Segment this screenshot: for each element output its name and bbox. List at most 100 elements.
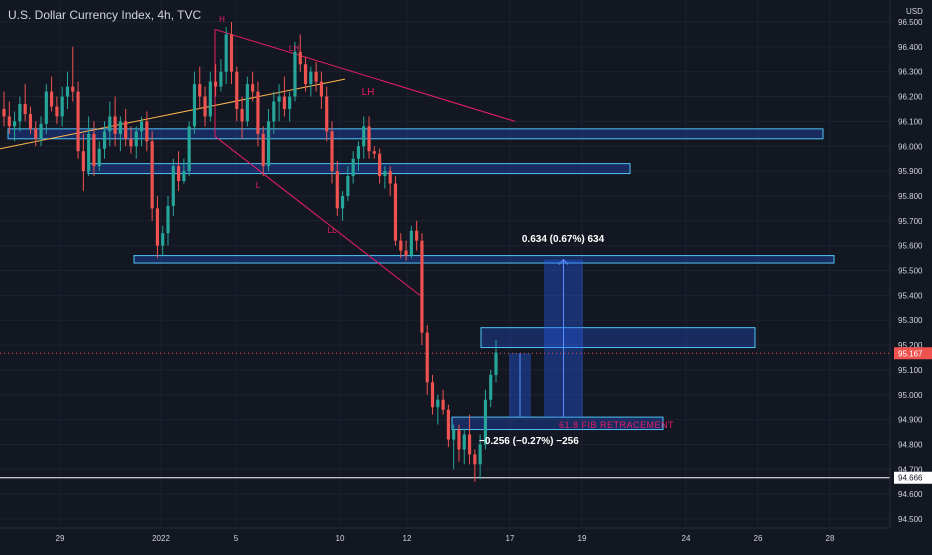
candle-body	[425, 332, 429, 383]
time-axis-tick: 12	[403, 534, 412, 543]
time-axis-tick: 19	[578, 534, 587, 543]
candle-body	[420, 240, 424, 333]
candle-body	[108, 116, 112, 132]
fib-retracement-label: 61.8 FIB RETRACEMENT	[559, 420, 674, 430]
candle-body	[309, 71, 313, 85]
candle-body	[351, 158, 355, 177]
candle-body	[335, 171, 339, 209]
candle-body	[293, 51, 297, 97]
price-axis-tick: 95.700	[898, 217, 923, 226]
candle-body	[39, 123, 43, 139]
price-axis-tick: 95.300	[898, 316, 923, 325]
candle-body	[124, 121, 128, 139]
candle-body	[282, 96, 286, 109]
candle-body	[362, 126, 366, 147]
time-axis-tick: 5	[234, 534, 239, 543]
candle-body	[12, 121, 17, 127]
candle-body	[2, 108, 6, 117]
candle-body	[60, 96, 64, 117]
zone-rect	[451, 416, 664, 431]
zone-rect	[133, 255, 835, 264]
candle-body	[399, 240, 403, 251]
candle-body	[404, 250, 408, 256]
swing-label: LH	[289, 44, 299, 53]
price-axis-bg	[890, 0, 932, 550]
candle-body	[319, 81, 324, 97]
swing-label: LH	[362, 87, 375, 98]
price-axis-tick: 95.400	[898, 291, 923, 300]
candle-body	[436, 399, 440, 408]
candle-body	[50, 91, 54, 107]
candle-body	[76, 91, 80, 152]
candle-body	[102, 131, 107, 149]
candle-body	[187, 126, 191, 172]
candle-body	[71, 86, 75, 92]
candle-body	[171, 166, 175, 206]
measure-up-label: 0.634 (0.67%) 634	[522, 234, 605, 245]
candle-body	[166, 205, 170, 234]
candle-body	[203, 96, 207, 117]
candle-body	[325, 96, 329, 132]
price-axis-tick: 96.100	[898, 117, 923, 126]
grid-layer	[0, 0, 890, 528]
candle-body	[198, 84, 202, 97]
candle-body	[150, 141, 154, 209]
price-axis-tick: 95.600	[898, 242, 923, 251]
candle-body	[441, 399, 445, 410]
candle-body	[330, 131, 334, 172]
zone-rect	[87, 163, 631, 175]
candle-body	[87, 133, 91, 172]
candle-body	[113, 116, 117, 134]
time-axis-tick: 10	[336, 534, 345, 543]
swing-label: L	[256, 181, 261, 190]
candle-body	[129, 138, 133, 147]
current-price-label: 95.167	[898, 349, 923, 358]
time-axis-tick: 2022	[152, 534, 170, 543]
candle-body	[145, 121, 149, 142]
candle-body	[383, 171, 387, 177]
time-axis-tick: 26	[754, 534, 763, 543]
candle-body	[55, 106, 59, 117]
price-axis-tick: 95.200	[898, 341, 923, 350]
price-axis-tick: 96.000	[898, 142, 923, 151]
candle-body	[134, 131, 138, 147]
candle-body	[272, 101, 276, 122]
candle-body	[229, 34, 234, 72]
candle-body	[214, 81, 218, 87]
price-axis-tick: 95.900	[898, 167, 923, 176]
candle-body	[494, 352, 498, 375]
candle-body	[483, 399, 488, 445]
candle-body	[372, 151, 376, 154]
candle-body	[452, 429, 456, 440]
candle-body	[155, 208, 160, 246]
candle-body	[92, 133, 96, 167]
candle-body	[467, 434, 472, 455]
zone-layer	[7, 128, 835, 431]
candle-body	[34, 128, 38, 139]
price-axis-tick: 94.700	[898, 465, 923, 474]
candle-body	[303, 64, 308, 85]
candle-body	[298, 51, 302, 65]
measure-up-arrowhead	[558, 258, 569, 265]
candle-body	[161, 233, 165, 246]
price-axis-tick: 94.600	[898, 490, 923, 499]
candle-body	[409, 230, 413, 256]
time-axis-tick: 28	[826, 534, 835, 543]
symbol-title: U.S. Dollar Currency Index, 4h, TVC	[8, 8, 202, 22]
candle-body	[266, 121, 271, 167]
drawing-layer	[0, 28, 890, 479]
candle-body	[314, 71, 318, 82]
candle-body	[18, 104, 22, 122]
candle-body	[208, 81, 212, 117]
candle-body	[97, 148, 101, 167]
candle-body	[7, 116, 11, 127]
time-axis-tick: 24	[682, 534, 691, 543]
candle-body	[251, 84, 255, 92]
candle-body	[139, 121, 144, 132]
candle-body	[23, 104, 27, 114]
candle-layer	[2, 22, 498, 482]
candle-body	[182, 171, 186, 182]
price-axis-tick: 95.800	[898, 192, 923, 201]
